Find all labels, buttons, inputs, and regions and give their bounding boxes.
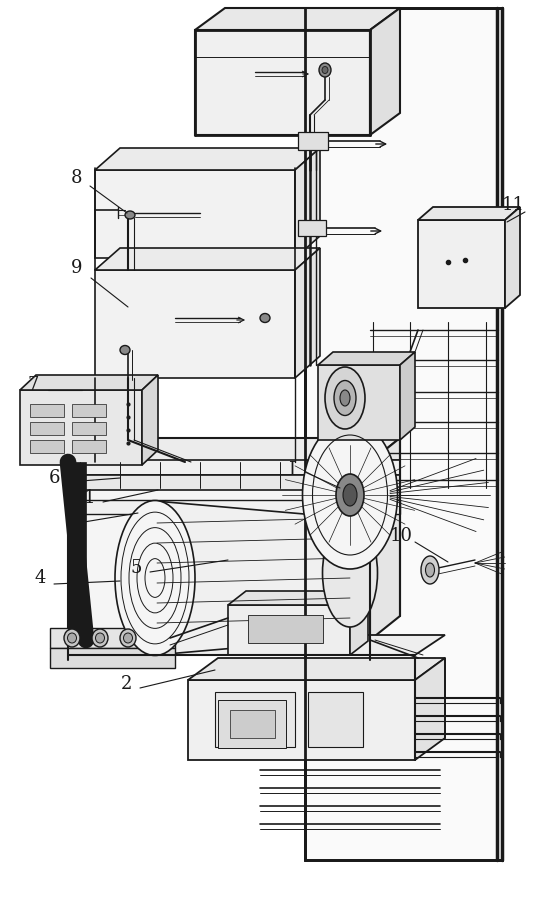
- Ellipse shape: [425, 563, 434, 577]
- Bar: [30, 440, 64, 453]
- Polygon shape: [418, 220, 505, 308]
- Text: 11: 11: [501, 196, 524, 214]
- Polygon shape: [418, 207, 520, 220]
- Polygon shape: [142, 375, 158, 465]
- Bar: [68, 462, 86, 640]
- Polygon shape: [68, 475, 400, 490]
- Text: 10: 10: [389, 527, 412, 545]
- Text: 5: 5: [130, 559, 142, 577]
- Polygon shape: [188, 658, 445, 680]
- Text: 3: 3: [64, 509, 76, 527]
- Polygon shape: [68, 635, 445, 655]
- Bar: [298, 132, 328, 150]
- Bar: [72, 404, 106, 417]
- Ellipse shape: [115, 500, 195, 656]
- Bar: [215, 692, 295, 747]
- Text: 2: 2: [120, 675, 132, 693]
- Bar: [298, 220, 326, 236]
- Polygon shape: [228, 605, 350, 655]
- Polygon shape: [195, 30, 370, 135]
- Ellipse shape: [64, 629, 80, 647]
- Polygon shape: [305, 8, 502, 860]
- Ellipse shape: [325, 367, 365, 429]
- Polygon shape: [155, 501, 350, 655]
- Ellipse shape: [334, 381, 356, 416]
- Polygon shape: [370, 438, 400, 640]
- Ellipse shape: [322, 66, 328, 74]
- Ellipse shape: [322, 519, 378, 627]
- Text: 6: 6: [48, 469, 60, 487]
- Polygon shape: [68, 438, 400, 462]
- Ellipse shape: [92, 629, 108, 647]
- Ellipse shape: [340, 390, 350, 406]
- Bar: [72, 422, 106, 435]
- Polygon shape: [350, 591, 368, 655]
- Polygon shape: [50, 648, 175, 668]
- Bar: [72, 440, 106, 453]
- Text: 1: 1: [83, 489, 95, 507]
- Bar: [30, 404, 64, 417]
- Polygon shape: [195, 8, 400, 30]
- Polygon shape: [295, 248, 320, 378]
- Polygon shape: [20, 390, 142, 465]
- Polygon shape: [188, 680, 415, 760]
- Polygon shape: [228, 591, 368, 605]
- Bar: [248, 615, 323, 643]
- Ellipse shape: [120, 346, 130, 355]
- Ellipse shape: [125, 211, 135, 219]
- Text: 7: 7: [27, 376, 38, 394]
- Ellipse shape: [96, 633, 104, 643]
- Ellipse shape: [336, 474, 364, 516]
- Ellipse shape: [124, 633, 132, 643]
- Polygon shape: [370, 8, 400, 135]
- Ellipse shape: [319, 63, 331, 77]
- Bar: [230, 710, 275, 738]
- Polygon shape: [95, 270, 295, 378]
- Ellipse shape: [120, 629, 136, 647]
- Text: 8: 8: [70, 169, 82, 187]
- Polygon shape: [95, 170, 295, 258]
- Polygon shape: [505, 207, 520, 308]
- Polygon shape: [318, 352, 415, 365]
- Polygon shape: [400, 352, 415, 440]
- Polygon shape: [68, 460, 400, 475]
- Ellipse shape: [302, 421, 397, 569]
- Polygon shape: [20, 375, 158, 390]
- Ellipse shape: [421, 556, 439, 584]
- Polygon shape: [95, 148, 320, 170]
- Text: 4: 4: [34, 569, 46, 587]
- Polygon shape: [295, 148, 320, 258]
- Text: I: I: [289, 461, 295, 479]
- Bar: [218, 700, 286, 748]
- Polygon shape: [318, 365, 400, 440]
- Polygon shape: [68, 462, 370, 640]
- Text: 9: 9: [71, 259, 83, 277]
- Ellipse shape: [343, 484, 357, 506]
- Ellipse shape: [260, 313, 270, 322]
- Bar: [30, 422, 64, 435]
- Polygon shape: [415, 658, 445, 760]
- Polygon shape: [95, 248, 320, 270]
- Polygon shape: [50, 628, 175, 648]
- Ellipse shape: [68, 633, 76, 643]
- Polygon shape: [68, 500, 400, 514]
- Bar: [308, 692, 363, 747]
